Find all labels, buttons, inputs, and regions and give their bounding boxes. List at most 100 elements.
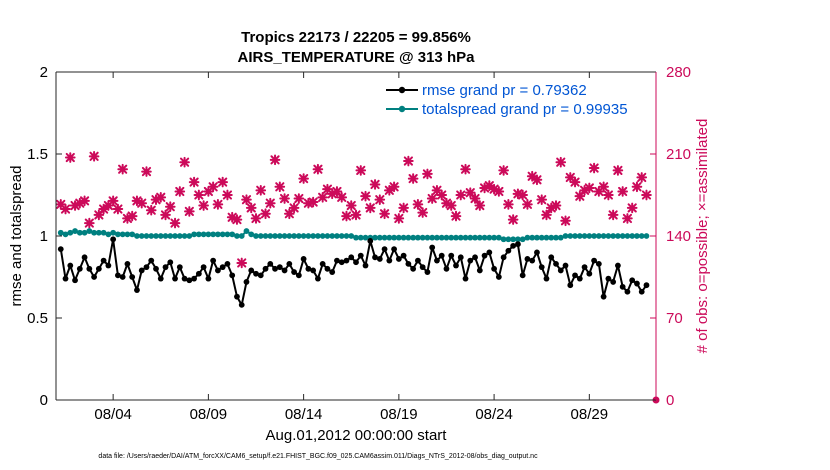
- obs-assimilated-point: [88, 151, 100, 162]
- series-totalspread-point: [615, 233, 621, 239]
- obs-assimilated-point: [579, 184, 590, 196]
- series-rmse-point: [553, 260, 559, 267]
- series-totalspread-point: [524, 234, 531, 241]
- series-rmse-point: [162, 264, 169, 271]
- series-rmse-point: [381, 246, 388, 253]
- series-rmse-point: [500, 254, 507, 261]
- series-rmse-point: [548, 254, 555, 261]
- obs-assimilated-point: [422, 168, 433, 180]
- series-rmse-point: [391, 246, 397, 253]
- series-totalspread-point: [600, 233, 607, 239]
- obs-assimilated-point: [507, 214, 519, 225]
- series-totalspread-point: [210, 231, 217, 238]
- series-rmse-point: [467, 257, 474, 264]
- series-totalspread-point: [295, 233, 302, 239]
- obs-assimilated-point: [269, 154, 281, 166]
- obs-assimilated-point: [122, 213, 133, 224]
- x-tick-label: 08/19: [380, 406, 418, 423]
- series-rmse-point: [148, 257, 155, 264]
- series-totalspread-point: [138, 233, 145, 239]
- series-totalspread-point: [453, 234, 459, 241]
- obs-assimilated-point: [555, 156, 567, 168]
- obs-assimilated-point: [74, 197, 86, 209]
- series-totalspread-point: [262, 233, 269, 239]
- obs-assimilated-point: [622, 213, 633, 224]
- series-rmse-point: [172, 275, 178, 282]
- series-rmse-point: [138, 267, 145, 274]
- obs-assimilated-point: [488, 183, 500, 195]
- series-rmse-point: [410, 265, 417, 272]
- obs-assimilated-point: [569, 176, 581, 188]
- series-rmse-point: [248, 267, 255, 274]
- series-rmse-point: [319, 260, 326, 267]
- obs-assimilated-point: [450, 210, 462, 222]
- obs-assimilated-point: [374, 194, 386, 206]
- series-totalspread-point: [510, 236, 517, 243]
- series-layer: [55, 151, 660, 404]
- series-rmse-point: [491, 265, 497, 272]
- series-rmse-point: [476, 267, 483, 274]
- series-rmse-point: [457, 254, 464, 261]
- series-totalspread-point: [495, 234, 502, 241]
- obs-assimilated-point: [250, 213, 262, 224]
- obs-assimilated-point: [279, 193, 290, 204]
- series-totalspread-point: [134, 233, 140, 239]
- series-rmse-point: [105, 262, 112, 269]
- series-rmse-point: [205, 275, 212, 282]
- series-totalspread-point: [281, 233, 288, 239]
- series-rmse-point: [276, 264, 283, 271]
- obs-assimilated-point: [112, 203, 124, 215]
- series-rmse-point: [348, 254, 355, 261]
- series-totalspread-point: [467, 234, 474, 241]
- obs-assimilated-point: [160, 209, 171, 221]
- obs-assimilated-point: [355, 165, 367, 176]
- legend-marker-rmse: [398, 86, 406, 94]
- series-totalspread-point: [634, 233, 640, 239]
- series-rmse-point: [338, 259, 345, 266]
- series-totalspread-point: [362, 234, 369, 241]
- obs-assimilated-point: [493, 186, 505, 197]
- series-rmse-point: [229, 272, 236, 279]
- series-totalspread-point: [462, 234, 469, 241]
- series-rmse-point: [186, 277, 193, 284]
- obs-assimilated-point: [93, 209, 105, 221]
- series-rmse-point: [495, 274, 502, 280]
- series-rmse-point: [448, 252, 455, 259]
- obs-assimilated-point: [293, 193, 305, 204]
- obs-assimilated-point: [612, 165, 624, 176]
- y-tick-label-right: 140: [666, 228, 691, 245]
- series-totalspread-point: [643, 233, 650, 239]
- obs-assimilated-point: [274, 181, 286, 193]
- obs-assimilated-point: [350, 209, 362, 221]
- series-rmse-point: [67, 262, 74, 269]
- series-totalspread-point: [110, 229, 117, 236]
- obs-assimilated-point: [60, 203, 71, 215]
- series-totalspread-point: [276, 233, 283, 239]
- obs-assimilated-point: [584, 182, 595, 194]
- obs-assimilated-point: [245, 202, 257, 214]
- x-tick-label: 08/04: [94, 406, 132, 423]
- series-rmse-point: [343, 257, 350, 264]
- series-totalspread-point: [472, 234, 478, 241]
- series-rmse-point: [519, 272, 526, 279]
- series-rmse-point: [62, 275, 69, 282]
- series-rmse-point: [362, 262, 369, 269]
- series-totalspread-point: [215, 231, 221, 238]
- series-totalspread-point: [319, 233, 326, 239]
- obs-assimilated-point: [636, 172, 648, 183]
- series-totalspread-point: [129, 231, 136, 238]
- obs-assimilated-point: [203, 186, 214, 197]
- series-rmse-point: [443, 265, 450, 272]
- obs-assimilated-point: [345, 200, 357, 211]
- series-rmse-point: [300, 256, 307, 262]
- series-totalspread-point: [62, 231, 69, 238]
- series-totalspread-point: [534, 234, 540, 241]
- series-rmse-point: [376, 256, 383, 262]
- series-totalspread-point: [434, 234, 440, 241]
- series-rmse-point: [538, 264, 545, 271]
- obs-assimilated-point: [193, 189, 205, 201]
- series-rmse-point: [238, 301, 245, 308]
- x-tick-label: 08/09: [190, 406, 228, 423]
- obs-assimilated-point: [69, 200, 81, 211]
- series-rmse-point: [224, 260, 231, 267]
